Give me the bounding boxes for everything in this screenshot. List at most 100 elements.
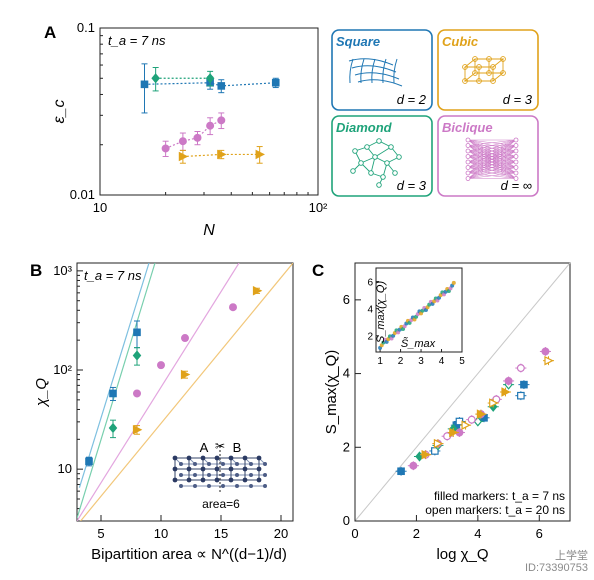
inset-qubit [242,477,248,483]
panel-c-diagonal [354,262,571,522]
point-biclique [409,461,418,470]
panel-a-ylabel: ε_c [51,100,68,124]
lattice-line [467,139,517,152]
lattice-line [467,139,517,146]
inset-ytick-label: 4 [367,305,373,316]
lattice-node [513,176,519,181]
point-biclique [541,347,550,356]
inset-qubit [235,462,239,466]
inset-qubit [242,455,248,461]
point-cubic [217,149,227,160]
inset-point [451,280,456,285]
lattice-node [513,137,519,143]
lattice-node [384,160,390,166]
legend-open: open markers: t_a = 20 ns [425,503,565,517]
point-cubic [489,398,499,408]
inset-qubit [172,455,178,461]
inset-xtick-label: 2 [398,356,404,367]
panel-b-xtick-label: 20 [274,526,288,541]
point-cubic [252,285,263,296]
point-cubic [449,427,459,438]
lattice-node [368,170,374,176]
point-diamond [205,73,215,84]
point-square [517,391,525,400]
lattice-line [467,161,517,179]
panel-a-frame [99,27,319,196]
card-dim-diamond: d = 3 [397,178,427,193]
lattice-node [465,143,471,148]
point-square [140,80,149,89]
lattice-node [465,154,471,159]
inset-qubit [193,473,197,477]
lattice-line [467,156,517,179]
lattice-line [467,139,517,174]
lattice-node [392,170,398,176]
inset-qubit [186,455,192,461]
inset-area-label: area=6 [202,497,240,511]
point-biclique [516,364,525,373]
inset-qubit [263,473,267,477]
inset-qubit [214,466,220,472]
lattice-node [513,148,519,154]
card-dim-cubic: d = 3 [503,92,533,107]
series-line-cubic [182,153,260,158]
inset-xtick-label: 4 [439,356,445,367]
lattice-line [467,139,517,168]
fit-line-square [78,263,150,488]
point-cubic [544,355,554,366]
point-biclique [206,121,215,130]
lattice-line [467,172,517,179]
lattice-node [352,148,358,154]
lattice-node [465,159,471,165]
watermark-line-2: ID:73390753 [525,562,588,574]
card-title-diamond: Diamond [336,120,393,135]
geometry-cards: Square d = 2 Cubic d = 3 Diamond d = 3 Bicliqu… [331,29,539,197]
inset-qubit [228,477,234,483]
lattice-line [374,146,392,158]
point-biclique [229,303,238,312]
panel-a-letter: A [44,23,56,42]
lattice-node [372,154,378,160]
inset-xtick-label: 1 [377,356,383,367]
panel-c-letter: C [312,261,324,280]
inset-qubit [214,477,220,483]
point-diamond [132,350,142,361]
panel-b-ylabel: χ_Q [33,378,50,409]
inset-qubit [172,477,178,483]
point-cubic [421,449,431,460]
panel-c-ytick-label: 6 [343,292,350,307]
panel-c-ytick-label: 4 [343,366,350,381]
lattice-node [376,138,382,144]
lattice-node [465,148,471,154]
lattice-node [513,170,519,176]
inset-qubit [200,466,206,472]
lattice-node [465,137,471,143]
inset-xtick-label: 3 [418,356,424,367]
inset-qubit [263,462,267,466]
point-square [397,467,405,476]
point-diamond [151,73,160,84]
panel-b-annotation: t_a = 7 ns [84,268,142,283]
inset-qubit [172,466,178,472]
fit-line-biclique [77,263,240,521]
panel-c-xtick-label: 4 [474,526,481,541]
watermark: 上学堂 ID:73390753 [525,550,588,574]
panel-a-ytick-label: 0.1 [77,20,95,35]
panel-c-xtick-label: 6 [536,526,543,541]
inset-qubit [214,455,220,461]
lattice-node [358,160,364,166]
inset-qubit [249,484,253,488]
card-dim-biclique: d = ∞ [501,178,532,193]
point-square [520,380,528,389]
panel-c: C 00 2 2 4 4 6 6 log χ_Q S_max(χ_Q)filled markers… [312,261,571,563]
lattice-line [357,79,403,87]
point-cubic [476,409,487,419]
inset-label-b: B [233,440,242,455]
inset-qubit [207,462,211,466]
panel-b-xtick-label: 5 [97,526,104,541]
inset-qubit [249,473,253,477]
lattice-node [513,143,519,148]
panel-b-ytick-label: 10³ [53,263,72,278]
inset-qubit [207,484,211,488]
